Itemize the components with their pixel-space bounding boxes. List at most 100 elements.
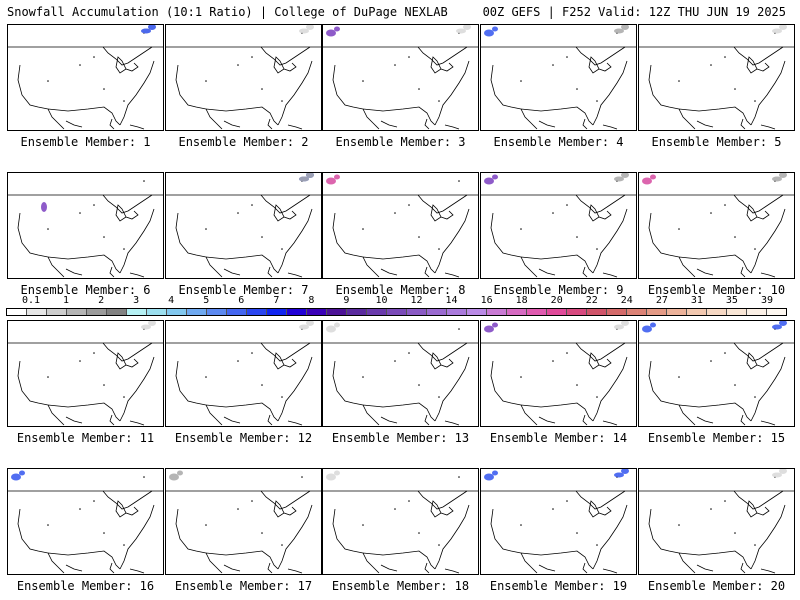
us-map-outline <box>166 25 321 130</box>
snowfall-area <box>772 28 782 34</box>
snowfall-area <box>463 25 471 30</box>
colorbar-bin <box>107 309 127 315</box>
ensemble-member-label: Ensemble Member: 10 <box>647 283 786 297</box>
snowfall-area <box>779 321 787 326</box>
ensemble-member-map <box>322 172 479 279</box>
snowfall-area <box>326 177 336 185</box>
colorbar-bin <box>707 309 727 315</box>
snowfall-area <box>492 26 498 32</box>
colorbar-bin <box>227 309 247 315</box>
snowfall-area <box>492 470 498 476</box>
snowfall-area <box>177 470 183 476</box>
snowfall-area <box>306 321 314 326</box>
us-map-outline <box>481 469 636 574</box>
ensemble-member-label: Ensemble Member: 15 <box>647 431 786 445</box>
snowfall-area <box>326 29 336 37</box>
snowfall-area <box>334 470 340 476</box>
colorbar-tick-label: 16 <box>480 295 493 306</box>
colorbar-bin <box>487 309 507 315</box>
snowfall-area <box>334 26 340 32</box>
snowfall-area <box>492 174 498 180</box>
snowfall-area <box>772 176 782 182</box>
us-map-outline <box>481 25 636 130</box>
snowfall-area <box>484 29 494 37</box>
us-map-outline <box>481 321 636 426</box>
us-map-outline <box>8 470 163 574</box>
ensemble-member-label: Ensemble Member: 19 <box>489 579 628 593</box>
colorbar-bin <box>607 309 627 315</box>
colorbar-bin <box>627 309 647 315</box>
colorbar-bin <box>207 309 227 315</box>
us-map-outline <box>323 25 478 130</box>
ensemble-member-map <box>638 320 795 427</box>
colorbar-bin <box>367 309 387 315</box>
us-map-outline <box>323 174 478 278</box>
ensemble-member-label: Ensemble Member: 2 <box>178 135 309 149</box>
colorbar-tick-label: 4 <box>168 295 175 306</box>
ensemble-member-map <box>7 24 164 131</box>
colorbar-bin <box>7 309 27 315</box>
snowfall-area <box>11 473 21 481</box>
colorbar-bin <box>167 309 187 315</box>
snowfall-area <box>299 324 309 330</box>
ensemble-member-label: Ensemble Member: 12 <box>174 431 313 445</box>
snowfall-area <box>614 472 624 478</box>
colorbar-bin <box>527 309 547 315</box>
colorbar-bin <box>307 309 327 315</box>
us-map-outline <box>166 173 321 278</box>
ensemble-member-label: Ensemble Member: 9 <box>493 283 624 297</box>
snowfall-area <box>621 173 629 178</box>
snowfall-area <box>772 472 782 478</box>
colorbar-tick-label: 6 <box>238 295 245 306</box>
snowfall-area <box>650 322 656 328</box>
colorbar-bin <box>127 309 147 315</box>
us-map-outline <box>639 173 794 278</box>
colorbar-bin <box>647 309 667 315</box>
ensemble-member-map <box>165 320 322 427</box>
colorbar-tick-labels: 0.1 1 2 3 4 5 6 7 8 9 10 12 14 16 18 20 22 24 27 31 35 39 <box>6 295 787 307</box>
colorbar-tick-label: 31 <box>690 295 703 306</box>
ensemble-member-map <box>322 320 479 427</box>
ensemble-member-map <box>480 24 637 131</box>
ensemble-member-map <box>480 320 637 427</box>
us-map-outline <box>8 180 163 278</box>
colorbar-bin <box>507 309 527 315</box>
snowfall-area <box>326 473 336 481</box>
snowfall-area <box>456 28 466 34</box>
colorbar-bin <box>187 309 207 315</box>
colorbar-bin <box>327 309 347 315</box>
ensemble-member-label: Ensemble Member: 7 <box>178 283 309 297</box>
colorbar-tick-label: 1 <box>63 295 70 306</box>
us-map-outline <box>323 470 478 574</box>
snowfall-area <box>492 322 498 328</box>
ensemble-member-label: Ensemble Member: 14 <box>489 431 628 445</box>
snowfall-area <box>650 174 656 180</box>
snowfall-area <box>169 473 179 481</box>
colorbar-bin <box>447 309 467 315</box>
snowfall-area <box>41 202 47 212</box>
us-map-outline <box>166 321 321 426</box>
ensemble-member-map <box>165 468 322 575</box>
chart-title: Snowfall Accumulation (10:1 Ratio) | Col… <box>7 5 448 19</box>
colorbar-tick-label: 14 <box>445 295 458 306</box>
us-map-outline <box>8 321 163 426</box>
colorbar-bin <box>67 309 87 315</box>
snowfall-area <box>614 28 624 34</box>
snowfall-area <box>334 174 340 180</box>
colorbar-bins <box>6 308 787 316</box>
snowfall-area <box>326 325 336 333</box>
colorbar-bin <box>767 309 786 315</box>
colorbar-bin <box>87 309 107 315</box>
ensemble-member-map <box>7 172 164 279</box>
colorbar-bin <box>467 309 487 315</box>
us-map-outline <box>8 25 163 130</box>
us-map-outline <box>481 173 636 278</box>
colorbar-bin <box>47 309 67 315</box>
snowfall-area <box>141 28 151 34</box>
ensemble-member-label: Ensemble Member: 17 <box>174 579 313 593</box>
ensemble-member-label: Ensemble Member: 3 <box>335 135 466 149</box>
us-map-outline <box>639 321 794 426</box>
colorbar-bin <box>267 309 287 315</box>
colorbar-bin <box>147 309 167 315</box>
ensemble-member-map <box>322 24 479 131</box>
